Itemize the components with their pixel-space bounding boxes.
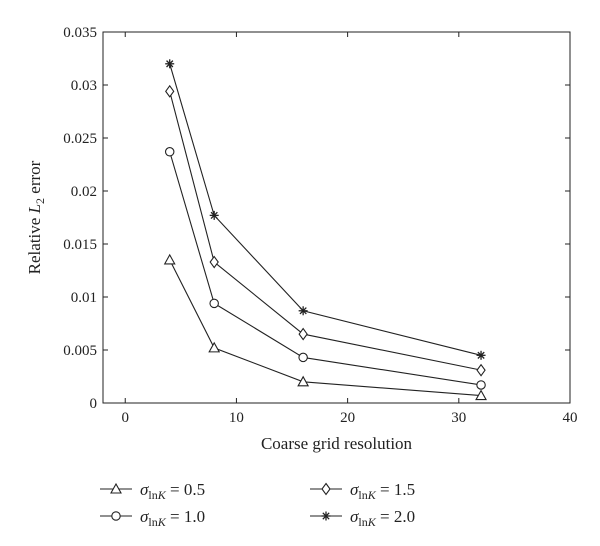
star-stroke — [322, 512, 330, 520]
y-tick-label: 0.005 — [63, 343, 97, 359]
y-tick-label: 0.015 — [63, 237, 97, 253]
star-stroke — [299, 307, 307, 315]
data-point — [208, 341, 221, 353]
legend-entry: σlnK = 0.5 — [100, 480, 205, 502]
data-point — [209, 210, 219, 220]
legend-entry: σlnK = 1.0 — [100, 507, 205, 529]
x-tick-label: 40 — [563, 410, 578, 426]
legend-entry: σlnK = 2.0 — [310, 507, 415, 529]
y-axis-label: Relative L2 error — [25, 160, 47, 274]
plot-frame — [102, 31, 571, 404]
x-tick-label: 10 — [229, 410, 244, 426]
axis-ticks: 0 10 20 30 40 0 0.005 0.01 0.015 0.02 0.025 0.03 0.0… — [63, 25, 577, 426]
legend-marker — [111, 511, 121, 521]
data-point — [475, 389, 487, 401]
data-point — [298, 306, 308, 316]
data-point — [164, 147, 175, 157]
series-line — [169, 63, 482, 356]
data-point — [209, 298, 219, 309]
x-tick-label: 20 — [340, 410, 355, 426]
y-tick-label: 0.02 — [71, 184, 97, 200]
series-line — [169, 91, 482, 371]
series-circle — [164, 147, 486, 390]
y-tick-label: 0 — [90, 396, 98, 412]
series-star — [165, 59, 486, 360]
data-point — [476, 350, 486, 360]
series-line — [169, 259, 482, 397]
legend-marker — [321, 482, 331, 496]
legend-marker — [321, 511, 331, 521]
legend-label: σlnK = 2.0 — [350, 507, 415, 529]
data-point — [476, 380, 486, 390]
series-diamond — [165, 84, 486, 377]
y-tick-label: 0.035 — [63, 25, 97, 41]
series-layer — [163, 59, 487, 401]
data-point — [298, 352, 308, 363]
data-point — [163, 253, 176, 265]
data-point — [297, 375, 310, 387]
x-tick-label: 0 — [121, 410, 129, 426]
x-axis-label: Coarse grid resolution — [261, 434, 413, 453]
star-stroke — [477, 351, 485, 359]
y-tick-label: 0.01 — [71, 290, 97, 306]
star-stroke — [166, 60, 174, 68]
series-triangle — [163, 253, 487, 401]
y-tick-label: 0.03 — [71, 78, 97, 94]
legend-entry: σlnK = 1.5 — [310, 480, 415, 502]
legend-marker — [110, 482, 122, 494]
legend: σlnK = 0.5 σlnK = 1.0 σlnK = 1.5 σlnK = 2.0 — [100, 480, 415, 529]
data-point — [165, 84, 175, 98]
data-point — [298, 327, 308, 341]
legend-label: σlnK = 1.5 — [350, 480, 415, 502]
data-point — [209, 255, 219, 269]
legend-label: σlnK = 1.0 — [140, 507, 205, 529]
legend-label: σlnK = 0.5 — [140, 480, 205, 502]
data-point — [476, 363, 486, 377]
star-stroke — [210, 211, 218, 220]
series-line — [169, 151, 482, 386]
data-point — [165, 59, 175, 69]
x-tick-label: 30 — [451, 410, 466, 426]
y-tick-label: 0.025 — [63, 131, 97, 147]
